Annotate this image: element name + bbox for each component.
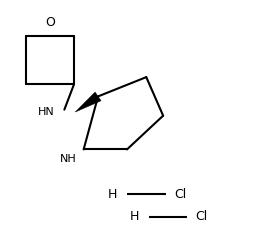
- Text: H: H: [130, 210, 139, 223]
- Text: HN: HN: [38, 107, 55, 117]
- Text: Cl: Cl: [174, 187, 186, 201]
- Text: O: O: [45, 16, 55, 29]
- Text: H: H: [108, 187, 117, 201]
- Polygon shape: [75, 92, 101, 112]
- Text: NH: NH: [60, 154, 76, 164]
- Text: Cl: Cl: [196, 210, 208, 223]
